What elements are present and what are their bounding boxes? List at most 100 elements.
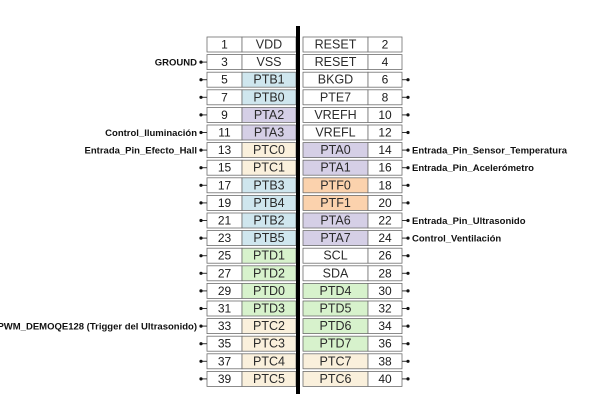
left-lead-dot bbox=[199, 60, 203, 64]
left-signal-name: VDD bbox=[256, 38, 282, 52]
left-pin-number: 33 bbox=[218, 319, 232, 333]
pin-row: 21 PTB2 PTA6 22 Entrada_Pin_Ultrasonido bbox=[199, 212, 526, 229]
right-signal-name: SDA bbox=[323, 266, 349, 280]
left-lead-dot bbox=[199, 359, 203, 363]
left-pin-number: 21 bbox=[218, 214, 232, 228]
left-signal-name: PTC4 bbox=[253, 354, 285, 368]
right-signal-name: VREFH bbox=[314, 108, 356, 122]
right-pin-number: 26 bbox=[378, 249, 392, 263]
right-annotation-label: Control_Ventilación bbox=[412, 234, 501, 245]
right-pin-number: 8 bbox=[382, 90, 389, 104]
left-lead-dot bbox=[199, 166, 203, 170]
right-signal-name: SCL bbox=[323, 249, 347, 263]
pin-row: 27 PTD2 SDA 28 bbox=[199, 265, 410, 282]
left-lead-dot bbox=[199, 95, 203, 99]
left-lead-dot bbox=[199, 183, 203, 187]
right-signal-name: PTF0 bbox=[320, 178, 351, 192]
right-signal-name: PTC6 bbox=[320, 372, 352, 386]
left-pin-number: 1 bbox=[221, 38, 228, 52]
left-lead-dot bbox=[199, 342, 203, 346]
right-annotation-label: Entrada_Pin_Ultrasonido bbox=[412, 216, 526, 227]
right-lead-dot bbox=[406, 359, 410, 363]
right-pin-number: 18 bbox=[378, 178, 392, 192]
right-lead-dot bbox=[406, 306, 410, 311]
right-signal-name: PTD6 bbox=[320, 319, 352, 333]
left-lead-dot bbox=[199, 113, 203, 117]
right-annotation-label: Entrada_Pin_Sensor_Temperatura bbox=[412, 146, 568, 157]
right-signal-name: PTD4 bbox=[320, 284, 352, 298]
right-pin-number: 24 bbox=[378, 231, 392, 245]
left-signal-name: PTA2 bbox=[254, 108, 284, 122]
right-pin-number-cell bbox=[367, 36, 403, 53]
left-signal-name: PTD3 bbox=[253, 302, 285, 316]
pin-row: 11 PTA3 VREFL 12 Control_Iluminación bbox=[105, 124, 410, 141]
right-pin-number: 12 bbox=[378, 126, 392, 140]
right-pin-number: 2 bbox=[382, 38, 389, 52]
right-lead-dot bbox=[406, 236, 410, 240]
right-signal-name: RESET bbox=[315, 55, 357, 69]
right-pin-number: 36 bbox=[378, 337, 392, 351]
left-lead-dot bbox=[199, 130, 203, 135]
right-signal-name: BKGD bbox=[318, 73, 353, 87]
right-lead-dot bbox=[406, 289, 410, 293]
left-pin-number: 3 bbox=[221, 55, 228, 69]
left-signal-name: PTA3 bbox=[254, 126, 284, 140]
right-lead-dot bbox=[406, 183, 410, 187]
left-signal-name: PTB5 bbox=[253, 231, 284, 245]
left-signal-name: PTC3 bbox=[253, 337, 285, 351]
right-signal-name: PTD5 bbox=[320, 302, 352, 316]
right-signal-name: PTC7 bbox=[320, 354, 352, 368]
pin-row: 31 PTD3 PTD5 32 bbox=[199, 300, 410, 317]
right-pin-number: 38 bbox=[378, 354, 392, 368]
left-lead-dot bbox=[199, 78, 203, 82]
right-lead-dot bbox=[406, 95, 410, 99]
right-lead-dot bbox=[406, 166, 410, 170]
right-signal-name: PTD7 bbox=[320, 337, 352, 351]
right-pin-number: 14 bbox=[378, 143, 392, 157]
right-lead-dot bbox=[406, 78, 410, 82]
pin-row: 1 VDD RESET 2 bbox=[206, 36, 403, 53]
right-pin-number: 16 bbox=[378, 161, 392, 175]
right-lead-dot bbox=[406, 130, 410, 135]
right-lead-dot bbox=[406, 148, 410, 152]
pin-row: 9 PTA2 VREFH 10 bbox=[199, 107, 410, 123]
right-lead-dot bbox=[406, 201, 410, 205]
right-pin-number: 22 bbox=[378, 214, 392, 228]
right-signal-name: PTA1 bbox=[320, 161, 350, 175]
left-lead-dot bbox=[199, 324, 203, 328]
left-annotation-label: GROUND bbox=[155, 58, 197, 69]
right-signal-name: RESET bbox=[315, 38, 357, 52]
left-pin-number: 13 bbox=[218, 143, 232, 157]
right-pin-number-cell bbox=[367, 54, 403, 70]
right-pin-number: 40 bbox=[378, 372, 392, 386]
pin-row: 33 PTC2 PTD6 34 PWM_DEMOQE128 (Trigger del U… bbox=[0, 318, 410, 335]
right-pin-number: 6 bbox=[382, 73, 389, 87]
left-pin-number: 35 bbox=[218, 337, 232, 351]
left-signal-name: PTB3 bbox=[253, 178, 284, 192]
left-signal-name: PTB0 bbox=[253, 90, 284, 104]
right-pin-number: 34 bbox=[378, 319, 392, 333]
pin-row: 25 PTD1 SCL 26 bbox=[199, 247, 410, 264]
left-signal-name: PTB4 bbox=[253, 196, 284, 210]
left-signal-name: PTC5 bbox=[253, 372, 285, 386]
pin-row: 5 PTB1 BKGD 6 bbox=[199, 71, 410, 88]
pin-row: 23 PTB5 PTA7 24 Control_Ventilación bbox=[199, 230, 501, 247]
left-lead-dot bbox=[199, 148, 203, 152]
left-signal-name: PTD0 bbox=[253, 284, 285, 298]
left-pin-number: 15 bbox=[218, 161, 232, 175]
pin-row: 29 PTD0 PTD4 30 bbox=[199, 282, 410, 299]
pin-row: 39 PTC5 PTC6 40 bbox=[199, 370, 410, 387]
left-lead-dot bbox=[199, 201, 203, 205]
right-lead-dot bbox=[406, 324, 410, 328]
left-signal-name: VSS bbox=[256, 55, 281, 69]
left-signal-name: PTC0 bbox=[253, 143, 285, 157]
left-pin-number: 39 bbox=[218, 372, 232, 386]
left-annotation-label: Control_Iluminación bbox=[105, 128, 197, 139]
left-lead-dot bbox=[199, 377, 203, 381]
left-pin-number: 11 bbox=[218, 126, 231, 140]
pin-row: 13 PTC0 PTA0 14 Entrada_Pin_Efecto_Hall Entra… bbox=[85, 142, 568, 159]
left-lead-dot bbox=[199, 236, 203, 240]
pin-row: 19 PTB4 PTF1 20 bbox=[199, 194, 410, 211]
